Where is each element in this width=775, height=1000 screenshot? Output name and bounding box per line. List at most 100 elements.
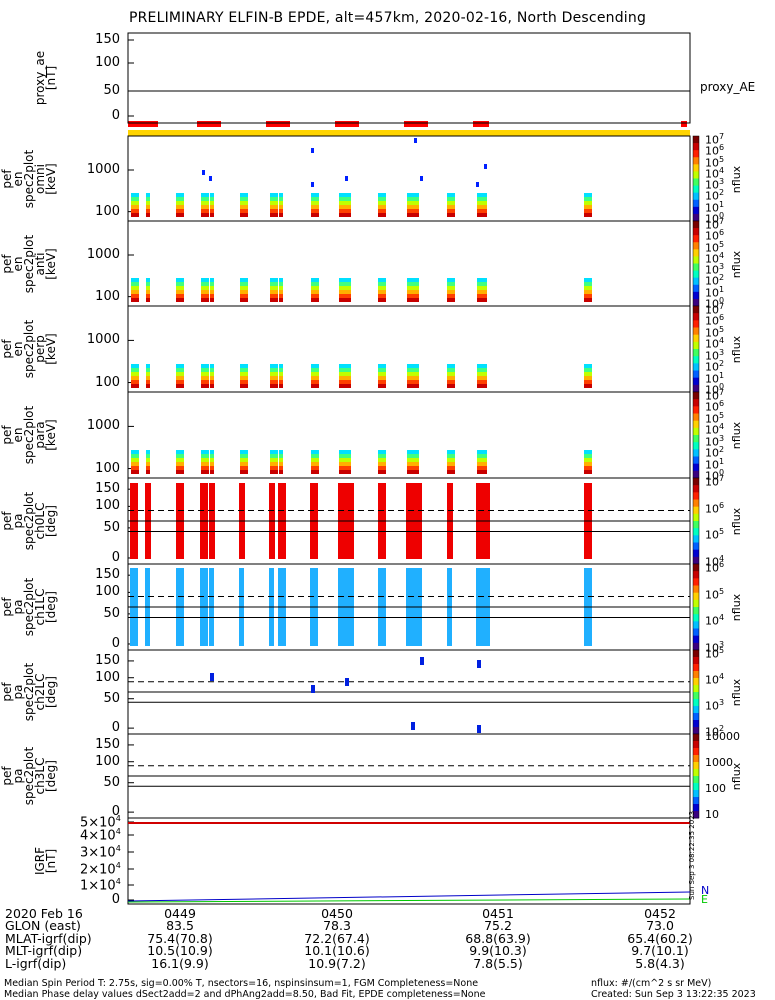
colorbar-label: 101 <box>705 199 725 215</box>
spec-cell <box>240 384 248 388</box>
colorbar-cell <box>693 291 699 300</box>
spec-cell <box>270 213 278 217</box>
spec-cell <box>279 380 283 384</box>
spec-cell <box>201 213 209 217</box>
proxy-ae-legend: proxy_AE <box>700 80 756 94</box>
igrf-legend-e: E <box>701 893 708 906</box>
spec-cell <box>131 450 139 454</box>
colorbar-unit: nflux <box>730 250 744 278</box>
colorbar-cell <box>693 199 699 208</box>
spec-cell <box>176 458 184 462</box>
colorbar-cell <box>693 755 699 763</box>
spec-cell <box>339 298 347 302</box>
spec-cell <box>339 213 347 217</box>
spec-cell <box>176 384 184 388</box>
spec-cell <box>584 368 592 372</box>
spec-cell <box>339 466 347 470</box>
spec-cell <box>176 286 184 290</box>
spec-cell <box>210 368 214 372</box>
ytick-label: 1000 <box>86 418 120 434</box>
spec-cell <box>146 458 150 462</box>
ephem-name: GLON (east) <box>5 918 81 934</box>
colorbar-label: 103 <box>705 347 725 363</box>
colorbar-cell <box>693 221 699 229</box>
colorbar-cell <box>693 585 699 594</box>
ephem-value: 9.9(10.3) <box>469 943 527 959</box>
spec-cell <box>311 193 319 197</box>
spec-cell <box>279 205 283 209</box>
colorbar-cell <box>693 549 699 558</box>
spec-cell <box>279 282 283 286</box>
spec-cell <box>131 470 139 474</box>
spec-cell <box>279 201 283 205</box>
spec-cell <box>311 278 319 282</box>
spec-cell <box>477 372 485 376</box>
spec-cell <box>378 466 386 470</box>
spec-cell <box>378 286 386 290</box>
spec-cell <box>584 290 592 294</box>
spec-cell <box>279 193 283 197</box>
spec-cell <box>240 201 248 205</box>
spec-cell <box>270 372 278 376</box>
colorbar-cell <box>693 313 699 321</box>
spec-cell <box>415 205 419 209</box>
spec-cell <box>584 205 592 209</box>
spec-cell <box>378 213 386 217</box>
spec-cell <box>240 380 248 384</box>
colorbar-cell <box>693 320 699 328</box>
spec-cell <box>176 205 184 209</box>
colorbar-label: 103 <box>705 262 725 277</box>
spec-cell <box>477 213 485 217</box>
spec-cell <box>270 294 278 298</box>
spec-cell <box>407 201 415 205</box>
spec-cell <box>407 278 415 282</box>
spec-cell <box>378 193 386 197</box>
spec-cell <box>477 201 485 205</box>
spec-cell <box>146 193 150 197</box>
spec-cell <box>240 450 248 454</box>
colorbar-label: 104 <box>705 422 725 437</box>
spec-cell <box>146 450 150 454</box>
spin-bar-0 <box>128 121 158 127</box>
spec-cell <box>201 193 209 197</box>
ytick-label: 0 <box>111 892 120 907</box>
spec-cell <box>584 458 592 462</box>
spec-cell <box>201 298 209 302</box>
spec-cell <box>240 368 248 372</box>
spec-cell <box>270 282 278 286</box>
spec-cell <box>146 282 150 286</box>
colorbar-label: 104 <box>705 672 725 687</box>
colorbar-cell <box>693 727 699 735</box>
spec-cell <box>240 286 248 290</box>
spec-cell <box>146 462 150 466</box>
spec-cell <box>347 282 351 286</box>
spec-cell <box>176 368 184 372</box>
colorbar-cell <box>693 776 699 784</box>
spec-cell <box>483 372 487 376</box>
spec-cell <box>584 470 592 474</box>
spec-cell <box>131 384 139 388</box>
colorbar-cell <box>693 242 699 250</box>
spec-cell <box>407 213 415 217</box>
spec-cell <box>339 282 347 286</box>
spec-cell <box>339 450 347 454</box>
spec-cell <box>210 364 214 368</box>
spec-cell <box>311 372 319 376</box>
ytick-label: 50 <box>103 519 120 535</box>
spec-cell <box>176 372 184 376</box>
spec-cell <box>415 372 419 376</box>
spec-cell <box>347 193 351 197</box>
spec-cell <box>407 466 415 470</box>
spec-cell <box>201 278 209 282</box>
colorbar-cell <box>693 706 699 714</box>
colorbar-cell <box>693 621 699 629</box>
colorbar-cell <box>693 306 699 314</box>
spec-cell <box>339 193 347 197</box>
spec-cell <box>201 384 209 388</box>
spec-cell <box>415 470 419 474</box>
ytick-label: 0 <box>111 804 120 820</box>
colorbar-cell <box>693 228 699 236</box>
colorbar-cell <box>693 442 699 450</box>
spec-cell <box>176 364 184 368</box>
